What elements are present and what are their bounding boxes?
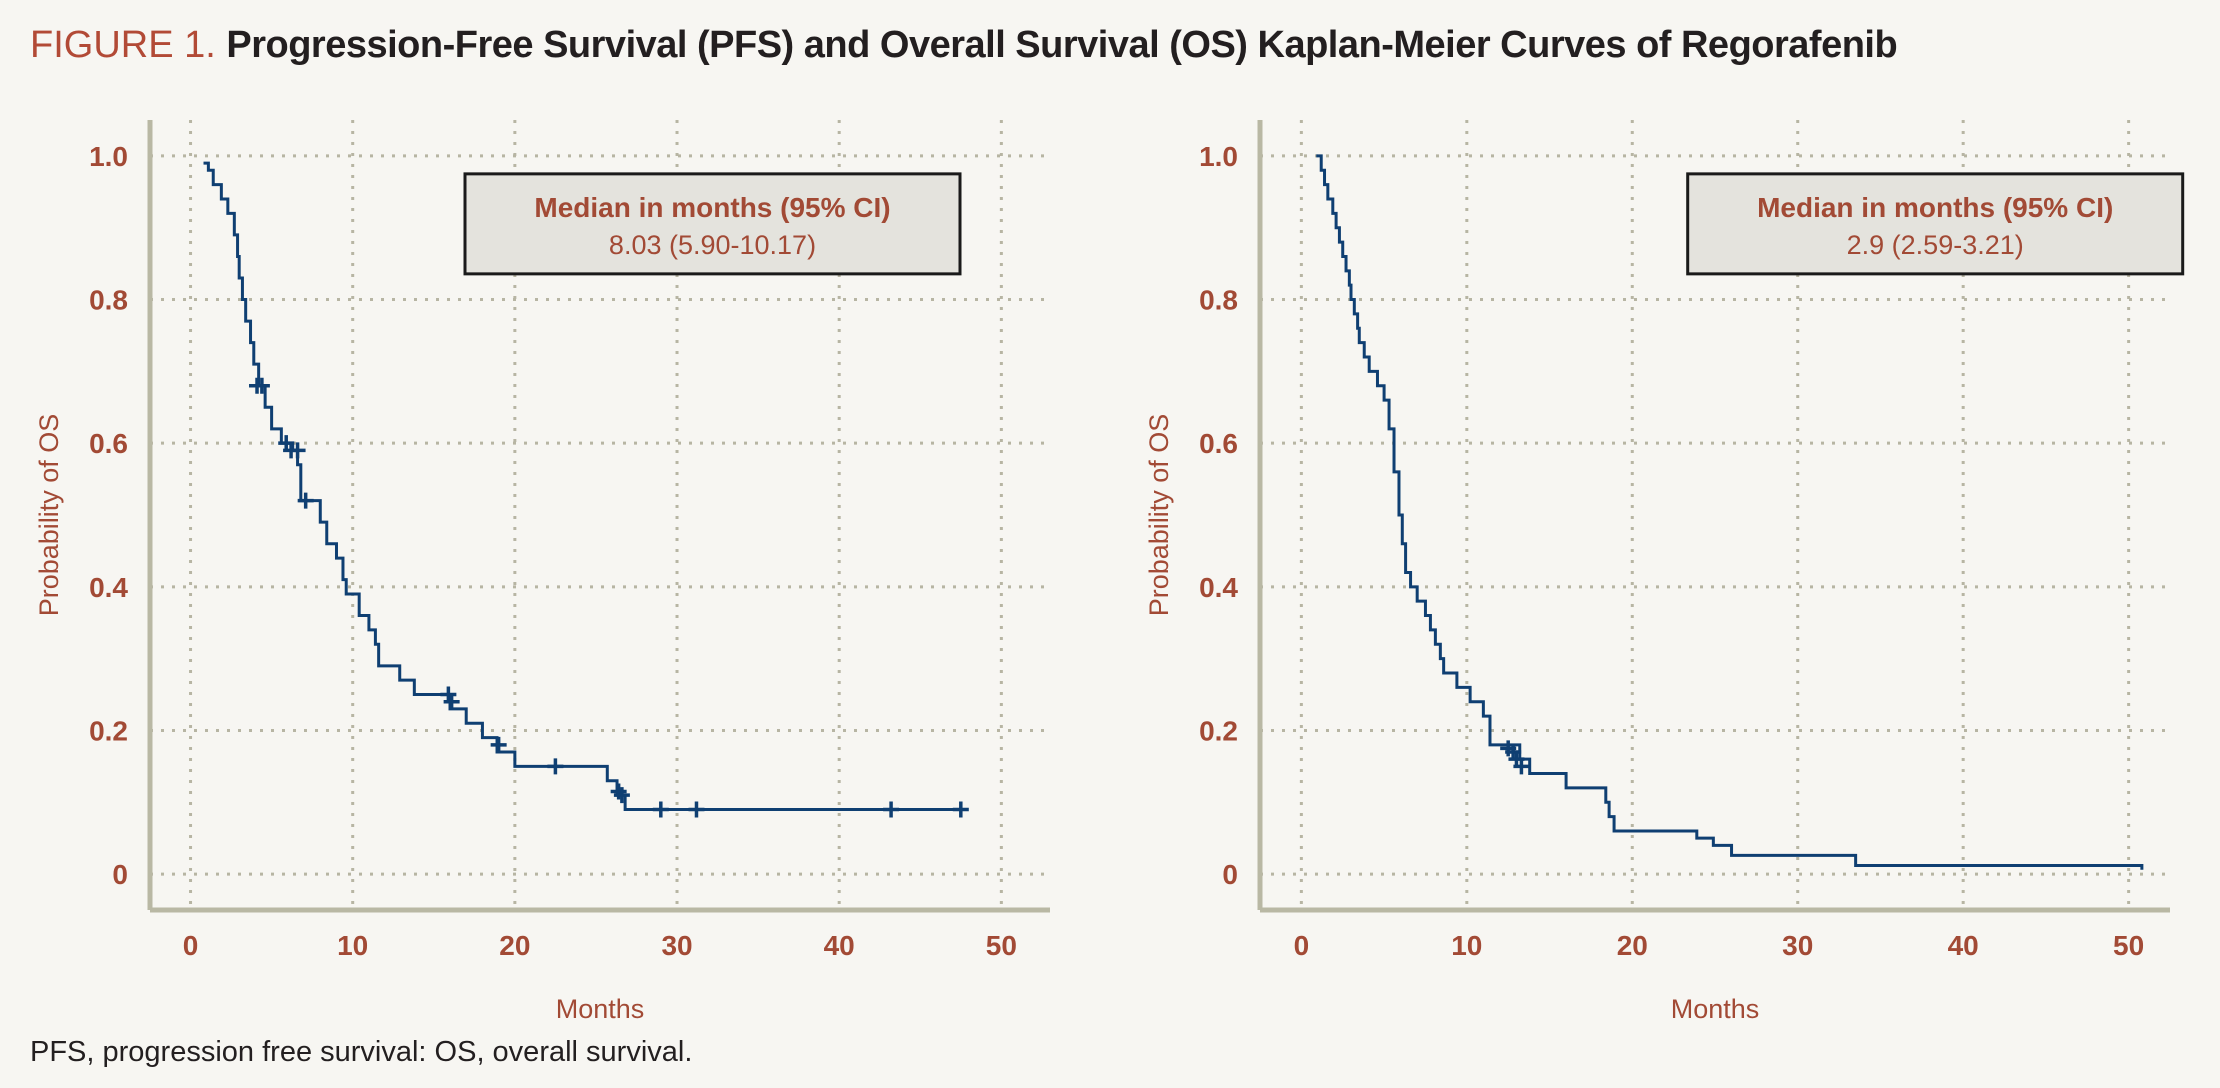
x-tick-label: 10 xyxy=(1451,930,1482,961)
figure-title-row: FIGURE 1. Progression-Free Survival (PFS… xyxy=(30,16,1898,74)
censor-mark xyxy=(289,442,306,459)
median-annotation-value: 8.03 (5.90-10.17) xyxy=(609,230,816,260)
x-tick-label: 50 xyxy=(2113,930,2144,961)
y-tick-label: 0.2 xyxy=(1199,715,1238,746)
y-tick-label: 0.6 xyxy=(89,428,128,459)
x-tick-label: 0 xyxy=(1294,930,1310,961)
y-axis-title: Probability of OS xyxy=(34,414,64,617)
median-annotation-box xyxy=(463,172,962,276)
censor-mark xyxy=(652,801,669,818)
censor-mark xyxy=(253,377,270,394)
x-tick-label: 40 xyxy=(824,930,855,961)
km-survival-curve xyxy=(203,161,961,811)
x-tick-label: 50 xyxy=(986,930,1017,961)
y-tick-label: 0.6 xyxy=(1199,428,1238,459)
y-tick-label: 0 xyxy=(1222,859,1238,890)
figure-title: Progression-Free Survival (PFS) and Over… xyxy=(226,24,1898,66)
censor-mark xyxy=(443,693,460,710)
y-tick-label: 1.0 xyxy=(1199,141,1238,172)
censor-mark xyxy=(613,787,630,804)
x-axis-title: Months xyxy=(1671,994,1760,1020)
median-annotation-heading: Median in months (95% CI) xyxy=(534,192,890,223)
x-tick-label: 30 xyxy=(1782,930,1813,961)
x-tick-label: 40 xyxy=(1948,930,1979,961)
median-annotation-heading: Median in months (95% CI) xyxy=(1757,192,2113,223)
km-survival-curve xyxy=(1316,154,2144,870)
censor-mark xyxy=(440,686,457,703)
x-axis-title: Months xyxy=(556,994,645,1020)
y-tick-label: 0.2 xyxy=(89,715,128,746)
figure-label: FIGURE 1. xyxy=(30,24,216,66)
median-annotation-box xyxy=(1686,172,2185,276)
median-annotation-value: 2.9 (2.59-3.21) xyxy=(1847,230,2024,260)
y-tick-label: 0.8 xyxy=(89,285,128,316)
y-axis-title: Probability of OS xyxy=(1144,414,1174,617)
x-tick-label: 10 xyxy=(337,930,368,961)
censor-mark xyxy=(883,801,900,818)
x-tick-label: 0 xyxy=(183,930,199,961)
figure-caption: PFS, progression free survival: OS, over… xyxy=(30,1036,693,1068)
censor-mark xyxy=(1505,744,1522,760)
y-tick-label: 0.4 xyxy=(1199,572,1238,603)
censor-mark xyxy=(547,758,564,775)
y-tick-label: 1.0 xyxy=(89,141,128,172)
censor-mark xyxy=(297,492,314,509)
censor-mark xyxy=(688,801,705,818)
x-tick-label: 20 xyxy=(499,930,530,961)
y-tick-label: 0.4 xyxy=(89,572,128,603)
censor-mark xyxy=(1513,758,1530,775)
y-tick-label: 0 xyxy=(112,859,128,890)
censor-mark xyxy=(490,736,507,753)
y-tick-label: 0.8 xyxy=(1199,285,1238,316)
pfs-km-chart: 0 0.2 0.4 0.6 0.8 1.0 0 10 20 30 40 50 Months Probabi… xyxy=(34,120,1050,1020)
x-tick-label: 30 xyxy=(661,930,692,961)
x-tick-label: 20 xyxy=(1617,930,1648,961)
os-km-chart: 0 0.2 0.4 0.6 0.8 1.0 0 10 20 30 40 50 Months Probabi… xyxy=(1144,120,2185,1020)
censor-mark xyxy=(952,801,969,818)
